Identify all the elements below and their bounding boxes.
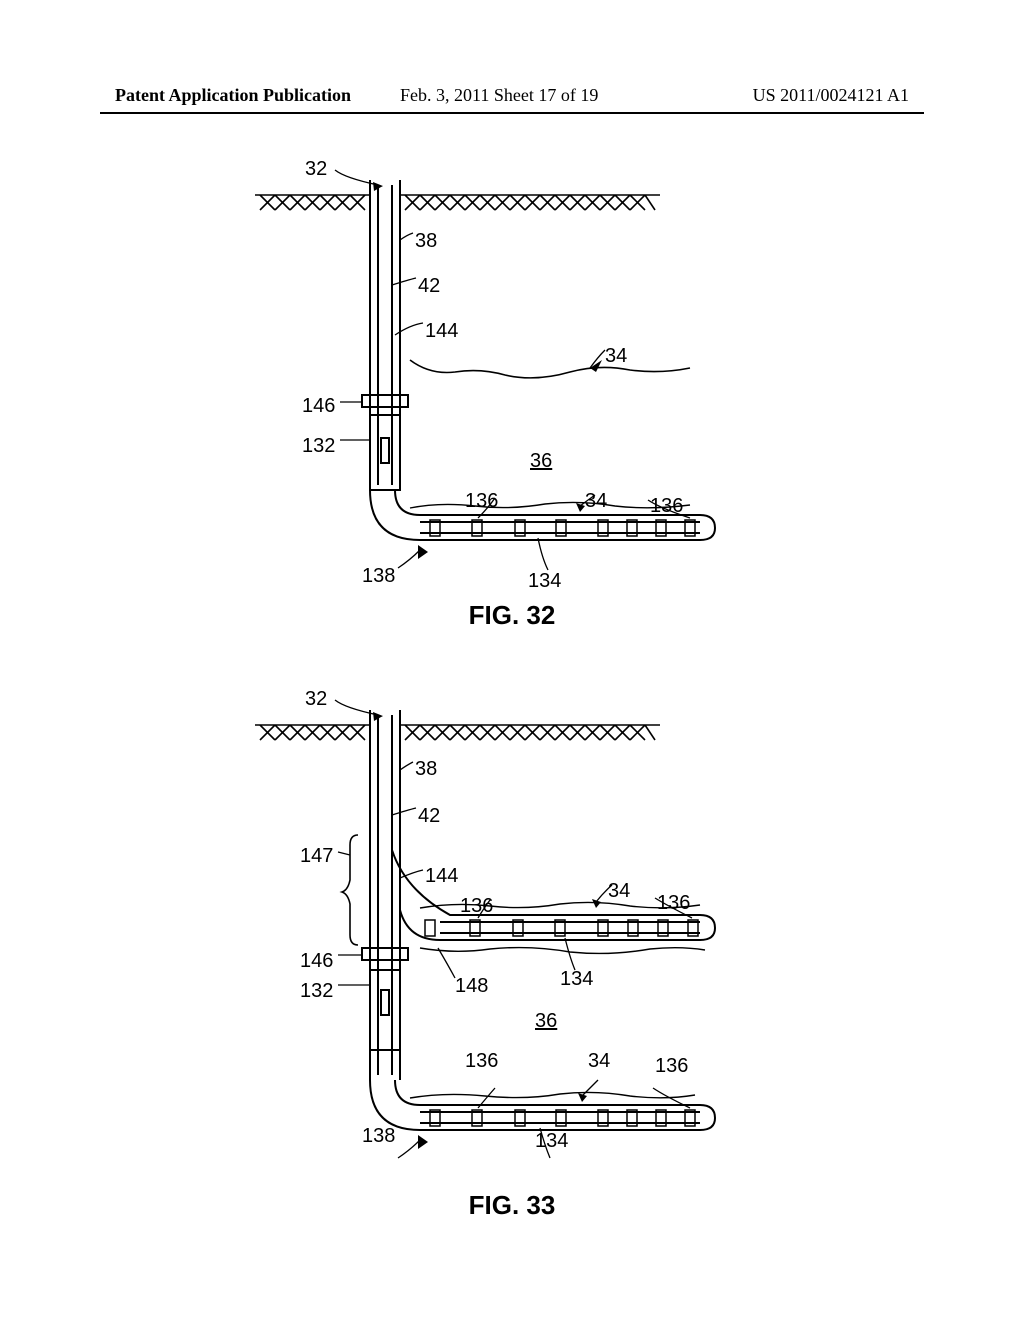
callout-136: 136 bbox=[655, 1055, 688, 1078]
header-center: Feb. 3, 2011 Sheet 17 of 19 bbox=[400, 85, 598, 106]
callout-32: 32 bbox=[305, 158, 327, 181]
callout-148: 148 bbox=[455, 975, 488, 998]
callout-146: 146 bbox=[302, 395, 335, 418]
figure-33-area: FIG. 33 bbox=[0, 680, 1024, 1240]
fig33-label: FIG. 33 bbox=[0, 1190, 1024, 1221]
callout-138: 138 bbox=[362, 565, 395, 588]
callout-144: 144 bbox=[425, 320, 458, 343]
fig32-label: FIG. 32 bbox=[0, 600, 1024, 631]
callout-42: 42 bbox=[418, 805, 440, 828]
header-left: Patent Application Publication bbox=[115, 85, 351, 106]
callout-146: 146 bbox=[300, 950, 333, 973]
callout-34: 34 bbox=[605, 345, 627, 368]
callout-134: 134 bbox=[528, 570, 561, 593]
ground-hatch-33 bbox=[255, 725, 660, 740]
callout-32: 32 bbox=[305, 688, 327, 711]
header-right: US 2011/0024121 A1 bbox=[753, 85, 909, 106]
callout-147: 147 bbox=[300, 845, 333, 868]
callout-42: 42 bbox=[418, 275, 440, 298]
callout-136: 136 bbox=[650, 495, 683, 518]
ground-hatch bbox=[255, 195, 660, 210]
callout-134: 134 bbox=[535, 1130, 568, 1153]
fig32-svg bbox=[0, 150, 1024, 620]
callout-136: 136 bbox=[465, 490, 498, 513]
callout-36: 36 bbox=[535, 1010, 557, 1033]
callout-144: 144 bbox=[425, 865, 458, 888]
fig33-svg bbox=[0, 680, 1024, 1240]
callout-38: 38 bbox=[415, 758, 437, 781]
callout-38: 38 bbox=[415, 230, 437, 253]
header-rule bbox=[100, 112, 924, 114]
patent-page: Patent Application Publication Feb. 3, 2… bbox=[0, 0, 1024, 1320]
callout-34: 34 bbox=[588, 1050, 610, 1073]
figure-32-area: FIG. 32 bbox=[0, 150, 1024, 620]
callout-138: 138 bbox=[362, 1125, 395, 1148]
callout-34: 34 bbox=[608, 880, 630, 903]
callout-34: 34 bbox=[585, 490, 607, 513]
callout-136: 136 bbox=[657, 892, 690, 915]
callout-132: 132 bbox=[302, 435, 335, 458]
callout-134: 134 bbox=[560, 968, 593, 991]
callout-132: 132 bbox=[300, 980, 333, 1003]
callout-136: 136 bbox=[460, 895, 493, 918]
callout-136: 136 bbox=[465, 1050, 498, 1073]
callout-36: 36 bbox=[530, 450, 552, 473]
